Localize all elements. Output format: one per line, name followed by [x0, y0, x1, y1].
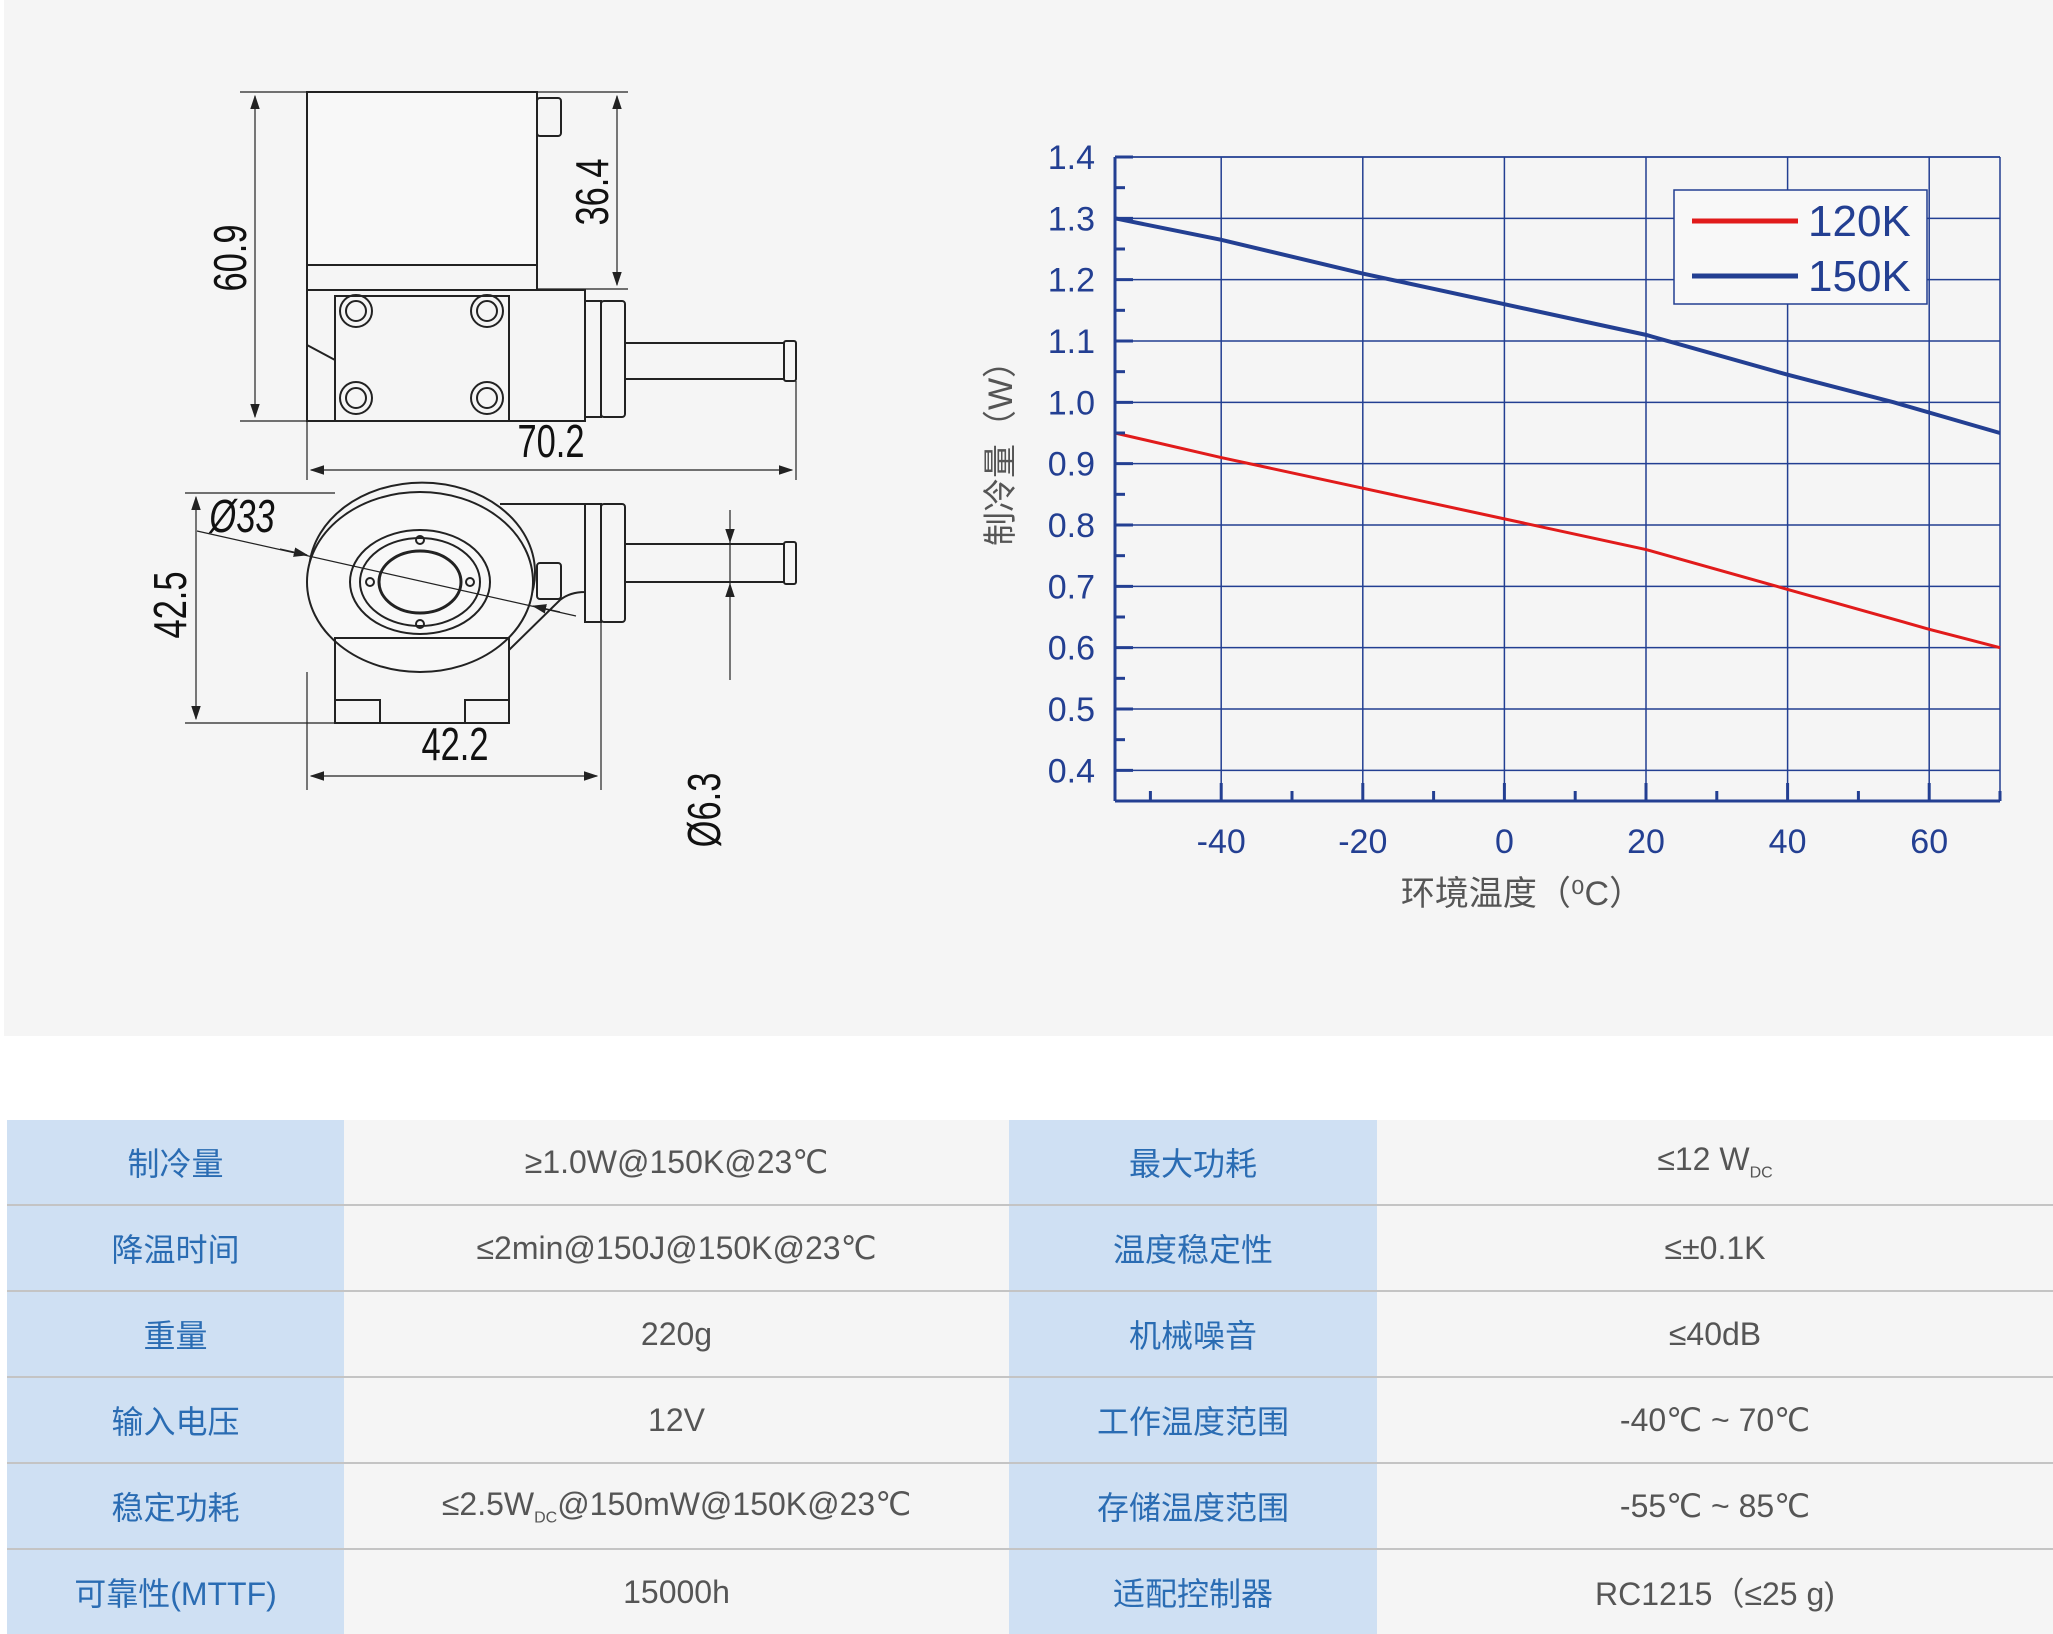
spec-value-text: -55℃ ~ 85℃: [1620, 1488, 1810, 1524]
spec-label: 制冷量: [7, 1120, 344, 1205]
table-row: 输入电压 12V 工作温度范围 -40℃ ~ 70℃: [7, 1377, 2053, 1463]
spec-value-text: @150mW@150K@23℃: [557, 1486, 911, 1522]
spec-label-text: 机械噪音: [1129, 1318, 1257, 1354]
series-line-120k: [1115, 433, 2000, 648]
spec-label-text: 重量: [143, 1318, 207, 1354]
spec-label-text: 稳定功耗: [111, 1490, 239, 1526]
y-tick-label: 1.3: [1048, 200, 1095, 238]
spec-label: 可靠性(MTTF): [7, 1549, 344, 1634]
spec-value-text: ≤40dB: [1669, 1316, 1761, 1352]
y-tick-label: 0.8: [1048, 507, 1095, 545]
spec-label: 输入电压: [7, 1377, 344, 1463]
y-tick-label: 0.5: [1048, 691, 1095, 729]
spec-label: 稳定功耗: [7, 1463, 344, 1549]
y-tick-label: 0.6: [1048, 630, 1095, 668]
spec-value: 220g: [344, 1291, 1009, 1377]
spec-label-text: 降温时间: [111, 1232, 239, 1268]
spec-label: 机械噪音: [1009, 1291, 1377, 1377]
spec-label-text: 适配控制器: [1113, 1576, 1273, 1612]
spec-value-text: ≤±0.1K: [1665, 1230, 1766, 1266]
table-row: 制冷量 ≥1.0W@150K@23℃ 最大功耗 ≤12 WDC: [7, 1120, 2053, 1205]
y-tick-label: 0.9: [1048, 446, 1095, 484]
spec-value-text: ≥1.0W@150K@23℃: [525, 1144, 828, 1180]
spec-value-text: -40℃ ~ 70℃: [1620, 1402, 1810, 1438]
spec-label: 重量: [7, 1291, 344, 1377]
x-tick-label: 40: [1769, 823, 1807, 861]
x-axis-label: 环境温度（⁰C）: [1401, 875, 1643, 913]
spec-label-text: 输入电压: [111, 1404, 239, 1440]
spec-subscript: DC: [534, 1509, 557, 1526]
spec-value-text: ≤2min@150J@150K@23℃: [476, 1230, 876, 1266]
legend: 120K 150K: [1674, 190, 1927, 304]
x-tick-label: -20: [1338, 823, 1387, 861]
y-tick-label: 1.0: [1048, 384, 1095, 422]
table-row: 重量 220g 机械噪音 ≤40dB: [7, 1291, 2053, 1377]
spec-label-text: 温度稳定性: [1113, 1232, 1273, 1268]
spec-label: 最大功耗: [1009, 1120, 1377, 1205]
table-row: 降温时间 ≤2min@150J@150K@23℃ 温度稳定性 ≤±0.1K: [7, 1205, 2053, 1291]
y-tick-label: 1.1: [1048, 323, 1095, 361]
spec-value: 15000h: [344, 1549, 1009, 1634]
spec-label-text: 最大功耗: [1129, 1146, 1257, 1182]
x-tick-label: 20: [1627, 823, 1665, 861]
spec-value-text: ≤2.5W: [442, 1486, 534, 1522]
spec-value: ≤±0.1K: [1377, 1205, 2053, 1291]
x-tick-label: 0: [1495, 823, 1514, 861]
y-tick-label: 1.4: [1048, 139, 1095, 177]
spec-value: 12V: [344, 1377, 1009, 1463]
y-tick-label: 1.2: [1048, 262, 1095, 300]
cooling-capacity-chart: -40 -20 0 20 40 60 0.4 0.5 0.6 0.7 0.8 0.9 1.0 1.1 1.2…: [0, 0, 2053, 1036]
spec-label-text: 制冷量: [127, 1146, 223, 1182]
legend-label-150k: 150K: [1808, 252, 1911, 301]
spec-label: 存储温度范围: [1009, 1463, 1377, 1549]
table-row: 稳定功耗 ≤2.5WDC@150mW@150K@23℃ 存储温度范围 -55℃ ~ 8…: [7, 1463, 2053, 1549]
spec-value-text: 220g: [641, 1316, 712, 1352]
spec-label-text: 可靠性(MTTF): [74, 1576, 277, 1612]
spec-value: ≥1.0W@150K@23℃: [344, 1120, 1009, 1205]
spec-value: -55℃ ~ 85℃: [1377, 1463, 2053, 1549]
spec-label: 温度稳定性: [1009, 1205, 1377, 1291]
y-tick-label: 0.4: [1048, 752, 1095, 790]
spec-value-text: 12V: [648, 1402, 705, 1438]
spec-label: 降温时间: [7, 1205, 344, 1291]
spec-value: ≤12 WDC: [1377, 1120, 2053, 1205]
spec-label-text: 工作温度范围: [1097, 1404, 1289, 1440]
y-tick-label: 0.7: [1048, 568, 1095, 606]
x-tick-label: -40: [1197, 823, 1246, 861]
x-tick-label: 60: [1910, 823, 1948, 861]
spec-subscript: DC: [1750, 1165, 1773, 1182]
y-axis-label: 制冷量（W）: [982, 344, 1020, 546]
spec-label: 工作温度范围: [1009, 1377, 1377, 1463]
table-row: 可靠性(MTTF) 15000h 适配控制器 RC1215（≤25 g): [7, 1549, 2053, 1634]
spec-value: -40℃ ~ 70℃: [1377, 1377, 2053, 1463]
spec-label: 适配控制器: [1009, 1549, 1377, 1634]
spec-value-text: 15000h: [623, 1574, 730, 1610]
spec-value: ≤2min@150J@150K@23℃: [344, 1205, 1009, 1291]
legend-label-120k: 120K: [1808, 197, 1911, 246]
spec-label-text: 存储温度范围: [1097, 1490, 1289, 1526]
spec-value: RC1215（≤25 g): [1377, 1549, 2053, 1634]
spec-value: ≤2.5WDC@150mW@150K@23℃: [344, 1463, 1009, 1549]
spec-value-text: RC1215（≤25 g): [1595, 1576, 1835, 1612]
spec-value: ≤40dB: [1377, 1291, 2053, 1377]
spec-value-text: ≤12 W: [1657, 1141, 1749, 1177]
